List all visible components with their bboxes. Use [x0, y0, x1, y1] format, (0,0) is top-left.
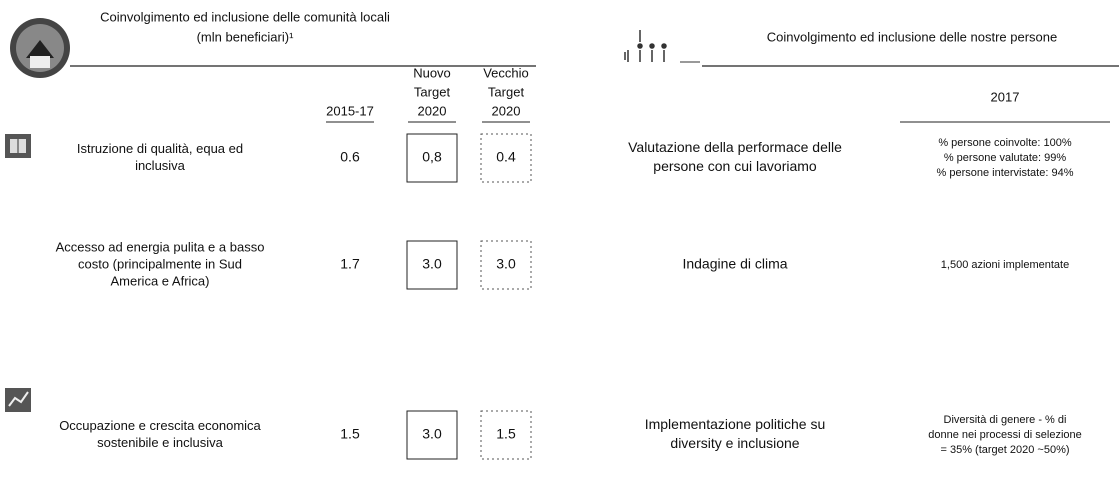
section-title: Coinvolgimento ed inclusione delle comun… [100, 9, 390, 24]
value: 0.4 [496, 149, 516, 165]
row-label: sostenibile e inclusiva [97, 435, 224, 450]
row-label: Implementazione politiche su [645, 416, 826, 432]
row-value: % persone intervistate: 94% [937, 167, 1074, 179]
value: 0.6 [340, 149, 360, 165]
row-label: Istruzione di qualità, equa ed [77, 141, 243, 156]
row-value: = 35% (target 2020 ~50%) [940, 444, 1069, 456]
community-icon [10, 18, 70, 78]
value-box [406, 133, 458, 183]
row-value: % persone coinvolte: 100% [938, 137, 1072, 149]
value: 1.5 [496, 426, 516, 442]
value: 3.0 [422, 256, 442, 272]
row-label: persone con cui lavoriamo [653, 158, 817, 174]
row-label: Valutazione della performace delle [628, 139, 842, 155]
column-header: Nuovo [413, 65, 451, 80]
value-box-dotted [480, 240, 532, 290]
row-label: Occupazione e crescita economica [59, 418, 261, 433]
section-title: Coinvolgimento ed inclusione delle nostr… [767, 29, 1058, 44]
row-label: costo (principalmente in Sud [78, 256, 242, 271]
value-box-dotted [480, 410, 532, 460]
row-value: donne nei processi di selezione [928, 429, 1082, 441]
column-header: 2020 [492, 103, 521, 118]
column-header: Target [488, 84, 525, 99]
value: 1.7 [340, 256, 360, 272]
value-box [406, 410, 458, 460]
column-header: 2020 [418, 103, 447, 118]
value-box [406, 240, 458, 290]
column-header: 2015-17 [326, 103, 374, 118]
row-label: America e Africa) [111, 273, 210, 288]
section-title: (mln beneficiari)¹ [197, 29, 294, 44]
column-header: 2017 [991, 89, 1020, 104]
row-label: Indagine di clima [682, 256, 787, 272]
value: 3.0 [422, 426, 442, 442]
value: 0,8 [422, 149, 442, 165]
row-value: 1,500 azioni implementate [941, 259, 1069, 271]
value-box-dotted [480, 133, 532, 183]
column-header: Vecchio [483, 65, 529, 80]
row-value: % persone valutate: 99% [944, 152, 1067, 164]
education-icon [5, 134, 31, 158]
growth-icon [5, 388, 31, 412]
value: 1.5 [340, 426, 360, 442]
people-icon [624, 30, 700, 63]
row-label: diversity e inclusione [670, 435, 799, 451]
value: 3.0 [496, 256, 516, 272]
row-label: inclusiva [135, 158, 186, 173]
row-value: Diversità di genere - % di [944, 414, 1067, 426]
row-label: Accesso ad energia pulita e a basso [56, 239, 265, 254]
column-header: Target [414, 84, 451, 99]
